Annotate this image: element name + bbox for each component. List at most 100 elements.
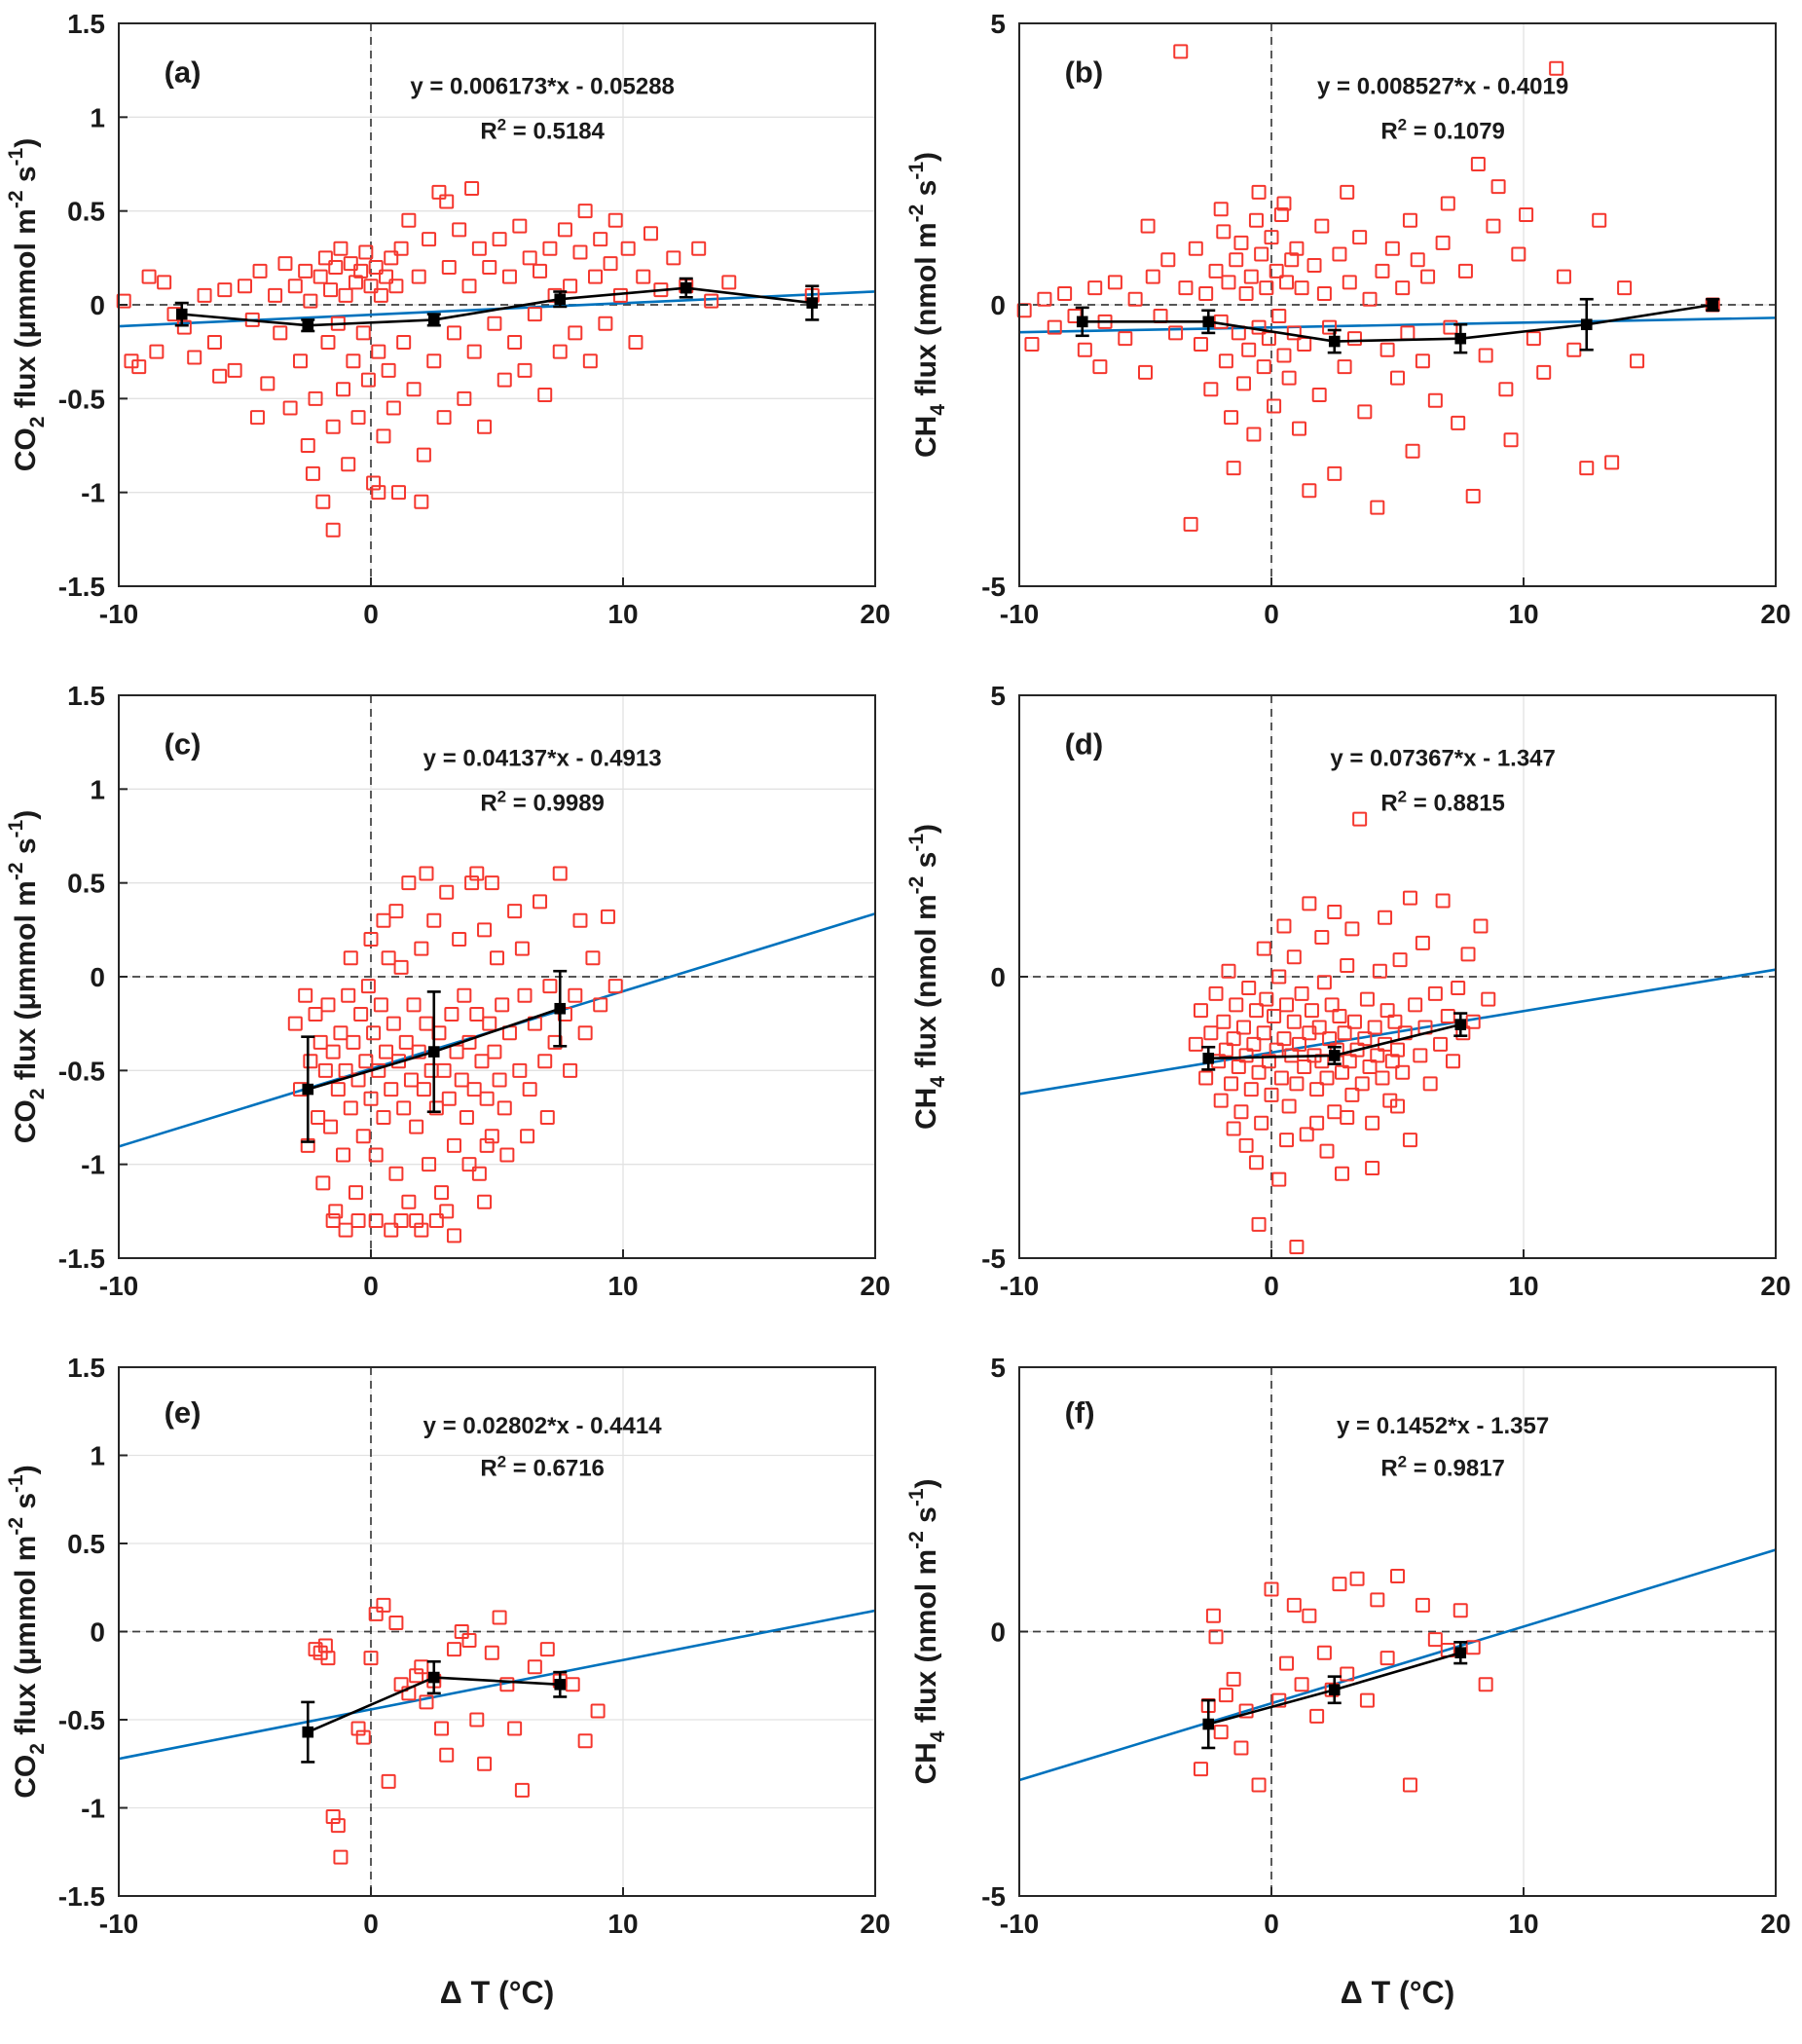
tick-labels: -10 0 10 20 -1.5 -1 -0.5 0 0.5 1 1.5 xyxy=(58,1353,891,1939)
binned-means-series xyxy=(1201,1641,1468,1750)
svg-text:5: 5 xyxy=(990,9,1006,39)
svg-text:0: 0 xyxy=(90,962,105,992)
panel-letter: (e) xyxy=(165,1395,202,1430)
panel-b: -10 0 10 20 -5 0 5 (b) y = 0.008527*x - 0.4019 R2… xyxy=(901,0,1801,672)
tick-labels: -10 0 10 20 -5 0 5 xyxy=(981,9,1790,629)
svg-text:0: 0 xyxy=(1264,1271,1279,1301)
svg-text:-0.5: -0.5 xyxy=(58,384,105,414)
svg-text:-1.5: -1.5 xyxy=(58,1881,105,1912)
chart-f: -10 0 10 20 -5 0 5 (f) y = 0.1452*x - 1.357 R2 = … xyxy=(905,1353,1791,2010)
svg-text:10: 10 xyxy=(1508,1909,1538,1939)
regression-fit-line xyxy=(1018,316,1777,334)
x-axis-label: Δ T (°C) xyxy=(1341,1975,1455,2010)
fit-equation-text: y = 0.07367*x - 1.347 xyxy=(1330,745,1556,771)
svg-text:-1: -1 xyxy=(81,1794,105,1824)
svg-text:10: 10 xyxy=(607,1271,638,1301)
svg-text:10: 10 xyxy=(1508,1271,1538,1301)
tick-labels: -10 0 10 20 -5 0 5 xyxy=(981,681,1790,1301)
svg-text:0.5: 0.5 xyxy=(67,869,105,899)
y-axis-label: CO2 flux (μmmol m-2 s-1) xyxy=(5,138,49,471)
y-axis-label: CH4 flux (nmol m-2 s-1) xyxy=(905,1478,949,1784)
binned-means-series xyxy=(1075,297,1720,354)
scatter-points xyxy=(287,866,623,1244)
svg-text:-10: -10 xyxy=(1000,1271,1039,1301)
svg-text:0.5: 0.5 xyxy=(67,197,105,227)
scatter-points xyxy=(1193,1568,1493,1793)
r-squared-text: R2 = 0.8815 xyxy=(1380,787,1505,816)
panel-letter: (d) xyxy=(1065,727,1104,762)
chart-a: -10 0 10 20 -1.5 -1 -0.5 0 0.5 1 1.5 (a) y = 0.00617… xyxy=(5,9,891,629)
tick-labels: -10 0 10 20 -1.5 -1 -0.5 0 0.5 1 1.5 xyxy=(58,681,891,1301)
svg-text:5: 5 xyxy=(990,681,1006,711)
zero-reference-lines xyxy=(1019,23,1776,586)
svg-text:-0.5: -0.5 xyxy=(58,1056,105,1086)
panel-e: -10 0 10 20 -1.5 -1 -0.5 0 0.5 1 1.5 (e) y = 0.02802… xyxy=(0,1344,901,2044)
svg-text:0: 0 xyxy=(990,1617,1006,1648)
svg-text:20: 20 xyxy=(860,599,890,629)
binned-means-series xyxy=(301,969,568,1143)
svg-text:0: 0 xyxy=(90,290,105,320)
tick-marks xyxy=(118,22,876,587)
svg-text:20: 20 xyxy=(1760,1271,1790,1301)
svg-text:5: 5 xyxy=(990,1353,1006,1383)
svg-text:0.5: 0.5 xyxy=(67,1529,105,1559)
y-axis-label: CO2 flux (μmmol m-2 s-1) xyxy=(5,1465,49,1798)
chart-c: -10 0 10 20 -1.5 -1 -0.5 0 0.5 1 1.5 (c) y = 0.04137… xyxy=(5,681,891,1301)
binned-means-series xyxy=(1201,1012,1468,1071)
svg-text:1: 1 xyxy=(90,1441,105,1471)
svg-text:-10: -10 xyxy=(99,599,138,629)
fit-equation-text: y = 0.006173*x - 0.05288 xyxy=(410,73,675,99)
zero-reference-lines xyxy=(1019,1367,1776,1896)
fit-equation-text: y = 0.008527*x - 0.4019 xyxy=(1317,73,1568,99)
tick-marks xyxy=(1018,1366,1777,1897)
fit-equation-text: y = 0.1452*x - 1.357 xyxy=(1337,1413,1549,1439)
svg-text:1.5: 1.5 xyxy=(67,1353,105,1383)
svg-text:-1: -1 xyxy=(81,478,105,508)
svg-text:10: 10 xyxy=(607,599,638,629)
svg-text:0: 0 xyxy=(363,1909,379,1939)
panel-c: -10 0 10 20 -1.5 -1 -0.5 0 0.5 1 1.5 (c) y = 0.04137… xyxy=(0,672,901,1344)
svg-text:-5: -5 xyxy=(981,1881,1006,1912)
panel-letter: (a) xyxy=(165,56,202,90)
tick-marks xyxy=(118,694,876,1259)
regression-fit-line xyxy=(118,1609,876,1761)
y-axis-label: CH4 flux (nmol m-2 s-1) xyxy=(905,824,949,1130)
regression-fit-line xyxy=(1018,968,1777,1096)
r-squared-text: R2 = 0.6716 xyxy=(480,1452,605,1481)
svg-text:-5: -5 xyxy=(981,572,1006,602)
chart-b: -10 0 10 20 -5 0 5 (b) y = 0.008527*x - 0.4019 R2… xyxy=(905,9,1791,629)
svg-text:0: 0 xyxy=(990,290,1006,320)
panel-f: -10 0 10 20 -5 0 5 (f) y = 0.1452*x - 1.357 R2 = … xyxy=(901,1344,1801,2044)
svg-text:0: 0 xyxy=(363,599,379,629)
scatter-points xyxy=(308,1597,606,1865)
chart-d: -10 0 10 20 -5 0 5 (d) y = 0.07367*x - 1.347 R2 =… xyxy=(905,681,1791,1301)
r-squared-text: R2 = 0.9817 xyxy=(1380,1452,1505,1481)
svg-text:1: 1 xyxy=(90,774,105,804)
svg-text:0: 0 xyxy=(1264,1909,1279,1939)
svg-text:-5: -5 xyxy=(981,1244,1006,1274)
svg-text:20: 20 xyxy=(860,1271,890,1301)
svg-text:-0.5: -0.5 xyxy=(58,1705,105,1735)
svg-text:0: 0 xyxy=(1264,599,1279,629)
x-axis-label: Δ T (°C) xyxy=(440,1975,555,2010)
svg-text:10: 10 xyxy=(1508,599,1538,629)
regression-fit-line xyxy=(1018,1548,1777,1782)
svg-text:-1: -1 xyxy=(81,1150,105,1180)
svg-text:10: 10 xyxy=(607,1909,638,1939)
binned-means-series xyxy=(301,1659,568,1764)
r-squared-text: R2 = 0.9989 xyxy=(480,787,605,816)
svg-text:-10: -10 xyxy=(1000,1909,1039,1939)
tick-labels: -10 0 10 20 -5 0 5 xyxy=(981,1353,1790,1939)
r-squared-text: R2 = 0.1079 xyxy=(1380,115,1505,144)
svg-text:-10: -10 xyxy=(99,1909,138,1939)
svg-text:1.5: 1.5 xyxy=(67,9,105,39)
panel-letter: (b) xyxy=(1065,56,1104,90)
svg-text:1: 1 xyxy=(90,102,105,132)
tick-marks xyxy=(1018,694,1777,1259)
panel-letter: (c) xyxy=(165,727,202,762)
svg-text:-1.5: -1.5 xyxy=(58,572,105,602)
svg-text:1.5: 1.5 xyxy=(67,681,105,711)
zero-reference-lines xyxy=(119,23,875,586)
panel-a: -10 0 10 20 -1.5 -1 -0.5 0 0.5 1 1.5 (a) y = 0.00617… xyxy=(0,0,901,672)
